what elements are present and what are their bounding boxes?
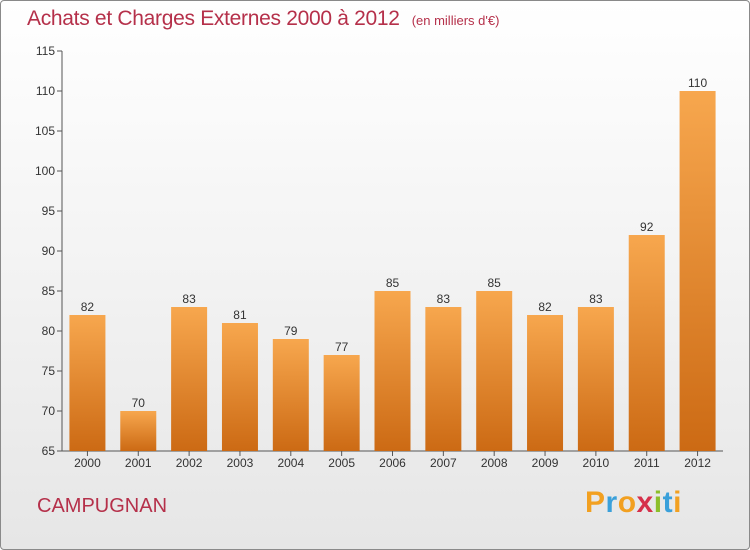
x-tick-label-2002: 2002 (176, 456, 203, 470)
bar-2010 (577, 307, 614, 451)
brand-letter: i (673, 486, 682, 519)
x-tick-label-2004: 2004 (277, 456, 304, 470)
bars: 82 70 83 81 79 77 85 83 85 82 83 92 110 (69, 76, 716, 451)
data-label-2010: 83 (589, 292, 603, 306)
chart-title-text: Achats et Charges Externes 2000 à 2012 (27, 7, 400, 30)
data-label-2003: 81 (233, 308, 247, 322)
x-tick-label-2010: 2010 (583, 456, 610, 470)
data-label-2012: 110 (688, 76, 707, 90)
data-label-2009: 82 (538, 300, 552, 314)
x-tick-label-2012: 2012 (684, 456, 711, 470)
y-tick-label: 80 (42, 324, 56, 338)
bar-2007 (425, 307, 462, 451)
data-label-2007: 83 (437, 292, 451, 306)
x-tick-label-2007: 2007 (430, 456, 457, 470)
data-label-2011: 92 (640, 220, 654, 234)
bar-2009 (527, 315, 564, 451)
data-label-2000: 82 (81, 300, 95, 314)
brand-letter: i (653, 486, 663, 519)
y-axis: 65 70 75 80 85 90 95 100 105 110 115 (35, 44, 63, 458)
x-tick-label-2005: 2005 (328, 456, 355, 470)
chart-subtitle: (en milliers d'€) (411, 13, 500, 28)
bar-2003 (221, 323, 258, 451)
bar-2012 (679, 91, 716, 451)
data-label-2002: 83 (182, 292, 196, 306)
data-label-2006: 85 (386, 276, 400, 290)
data-label-2008: 85 (488, 276, 502, 290)
data-label-2005: 77 (335, 340, 349, 354)
y-tick-label: 85 (42, 284, 56, 298)
x-tick-label-2000: 2000 (74, 456, 101, 470)
y-tick-label: 75 (42, 364, 56, 378)
bar-2005 (323, 355, 360, 451)
bar-2011 (628, 235, 665, 451)
chart-title: Achats et Charges Externes 2000 à 2012 (e… (27, 7, 499, 31)
data-label-2001: 70 (132, 396, 146, 410)
y-tick-label: 95 (42, 204, 56, 218)
y-tick-label: 100 (35, 164, 55, 178)
bar-2002 (171, 307, 208, 451)
proxiti-logo: Proxiti (585, 486, 682, 520)
x-tick-label-2011: 2011 (634, 456, 660, 470)
bar-2008 (476, 291, 513, 451)
data-label-2004: 79 (284, 324, 298, 338)
x-tick-label-2003: 2003 (227, 456, 254, 470)
bar-2001 (120, 411, 157, 451)
brand-letter: o (617, 486, 637, 519)
y-tick-label: 105 (35, 124, 55, 138)
brand-letter: r (605, 486, 618, 519)
place-name: CAMPUGNAN (37, 495, 168, 517)
brand-letter: x (636, 486, 654, 519)
y-tick-label: 90 (42, 244, 56, 258)
x-axis: 2000 2001 2002 2003 2004 2005 2006 2007 2008 2009… (62, 450, 723, 470)
x-tick-label-2008: 2008 (481, 456, 508, 470)
x-tick-label-2006: 2006 (379, 456, 406, 470)
y-tick-label: 65 (42, 444, 56, 458)
bar-2004 (272, 339, 309, 451)
x-tick-label-2001: 2001 (125, 456, 152, 470)
y-tick-label: 115 (36, 44, 55, 58)
brand-letter: P (585, 486, 606, 519)
y-tick-label: 110 (36, 84, 55, 98)
brand-letter: t (662, 486, 674, 519)
bar-2000 (69, 315, 106, 451)
bar-2006 (374, 291, 411, 451)
x-tick-label-2009: 2009 (532, 456, 559, 470)
y-tick-label: 70 (42, 404, 56, 418)
